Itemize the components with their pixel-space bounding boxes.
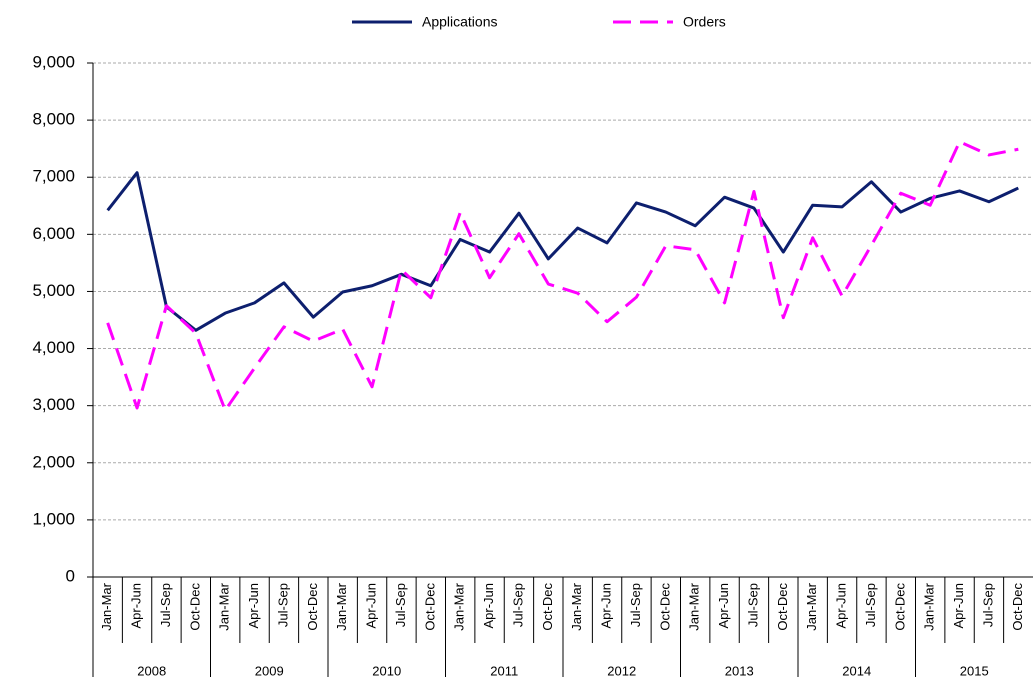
y-tick-label: 2,000 [32, 452, 75, 471]
y-tick-label: 9,000 [32, 52, 75, 71]
group-label: 2010 [372, 663, 401, 677]
x-tick-label: Oct-Dec [305, 583, 320, 631]
x-tick-label: Jan-Mar [569, 582, 584, 630]
legend-label: Orders [683, 14, 726, 30]
x-tick-label: Jul-Sep [628, 583, 643, 627]
y-tick-label: 0 [66, 566, 75, 585]
y-tick-label: 1,000 [32, 509, 75, 528]
y-tick-label: 5,000 [32, 281, 75, 300]
x-tick-label: Jan-Mar [687, 582, 702, 630]
series-line [106, 171, 1019, 332]
x-tick-label: Apr-Jun [599, 583, 614, 629]
y-tick-label: 4,000 [32, 338, 75, 357]
x-tick-label: Oct-Dec [540, 583, 555, 631]
x-tick-label: Oct-Dec [422, 583, 437, 631]
x-tick-label: Jul-Sep [980, 583, 995, 627]
group-label: 2008 [137, 663, 166, 677]
x-tick-label: Apr-Jun [246, 583, 261, 629]
x-tick-label: Jul-Sep [510, 583, 525, 627]
x-tick-label: Jan-Mar [99, 582, 114, 630]
x-tick-label: Oct-Dec [892, 583, 907, 631]
series-line [106, 140, 1019, 412]
group-label: 2012 [607, 663, 636, 677]
x-tick-label: Jul-Sep [745, 583, 760, 627]
x-tick-label: Jan-Mar [922, 582, 937, 630]
x-tick-label: Apr-Jun [129, 583, 144, 629]
x-tick-label: Apr-Jun [364, 583, 379, 629]
x-tick-label: Jan-Mar [452, 582, 467, 630]
group-label: 2009 [255, 663, 284, 677]
x-tick-label: Jan-Mar [217, 582, 232, 630]
x-tick-label: Oct-Dec [187, 583, 202, 631]
group-label: 2011 [490, 663, 518, 677]
x-tick-label: Oct-Dec [775, 583, 790, 631]
x-tick-label: Oct-Dec [1010, 583, 1025, 631]
x-tick-label: Apr-Jun [951, 583, 966, 629]
group-label: 2015 [960, 663, 989, 677]
x-tick-label: Apr-Jun [834, 583, 849, 629]
group-label: 2014 [842, 663, 871, 677]
x-tick-label: Oct-Dec [657, 583, 672, 631]
group-label: 2013 [725, 663, 754, 677]
x-tick-label: Jan-Mar [804, 582, 819, 630]
x-tick-label: Apr-Jun [716, 583, 731, 629]
legend-label: Applications [422, 14, 498, 30]
x-tick-label: Apr-Jun [481, 583, 496, 629]
x-tick-label: Jul-Sep [158, 583, 173, 627]
y-tick-label: 3,000 [32, 395, 75, 414]
y-tick-label: 8,000 [32, 110, 75, 129]
x-tick-label: Jan-Mar [334, 582, 349, 630]
x-tick-label: Jul-Sep [393, 583, 408, 627]
y-tick-label: 7,000 [32, 167, 75, 186]
y-tick-label: 6,000 [32, 224, 75, 243]
x-tick-label: Jul-Sep [275, 583, 290, 627]
x-tick-label: Jul-Sep [863, 583, 878, 627]
